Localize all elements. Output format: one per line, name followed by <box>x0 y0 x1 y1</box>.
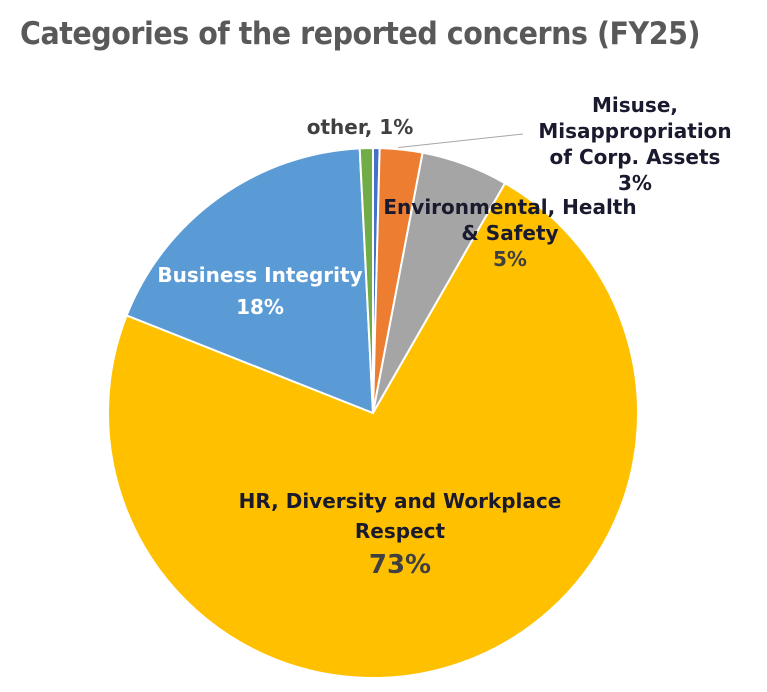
label-line: 5% <box>493 247 527 271</box>
label-hr: HR, Diversity and Workplace Respect 73% <box>200 488 600 578</box>
label-line: HR, Diversity and Workplace <box>238 489 562 513</box>
label-line: 18% <box>236 295 284 319</box>
label-ehs: Environmental, Health & Safety 5% <box>375 194 645 272</box>
label-line: 73% <box>368 550 432 580</box>
label-business: Business Integrity 18% <box>140 262 380 320</box>
label-misuse: Misuse, Misappropriation of Corp. Assets… <box>530 92 740 196</box>
label-line: Misuse, <box>592 93 678 117</box>
pie-slice-5 <box>358 146 374 414</box>
label-line: 3% <box>618 171 652 195</box>
label-line: Environmental, Health <box>383 195 637 219</box>
label-line: Business Integrity <box>157 263 363 287</box>
label-line: Misappropriation <box>538 119 732 143</box>
pie-slice-4 <box>125 147 375 415</box>
chart-title: Categories of the reported concerns (FY2… <box>20 16 701 52</box>
label-line: Respect <box>354 519 446 543</box>
label-line: & Safety <box>461 221 559 245</box>
label-other: other, 1% <box>306 115 414 139</box>
leader-line <box>398 133 524 149</box>
label-line: of Corp. Assets <box>549 145 721 169</box>
pie-slice-3 <box>107 181 639 679</box>
